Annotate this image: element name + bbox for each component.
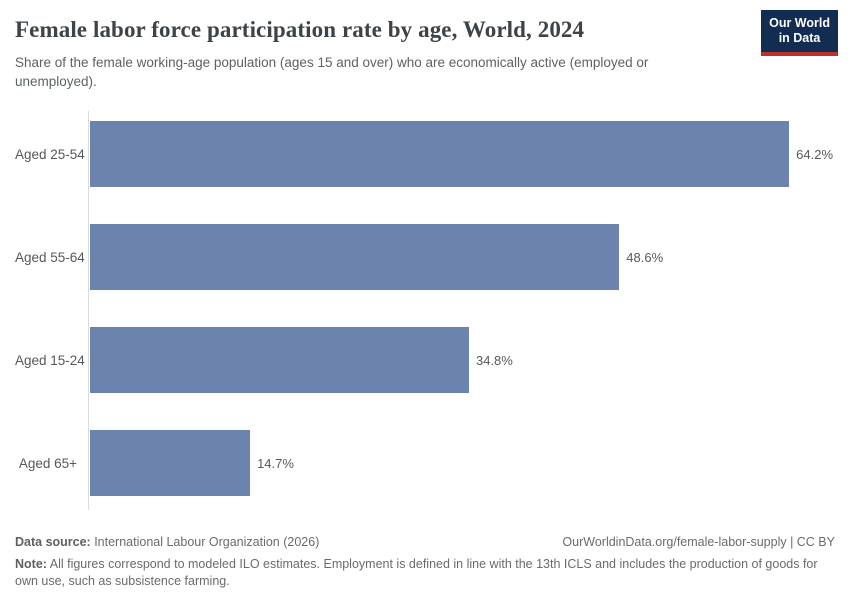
bars-container: Aged 25-54 64.2% Aged 55-64 48.6% Aged 15-24… bbox=[15, 121, 835, 497]
value-label: 64.2% bbox=[796, 146, 834, 162]
note-label: Note: bbox=[15, 556, 47, 571]
bar-row: Aged 65+ 14.7% bbox=[15, 430, 835, 497]
category-label: Aged 15-24 bbox=[15, 352, 85, 368]
bar[interactable] bbox=[90, 327, 469, 394]
data-source-text: International Labour Organization (2026) bbox=[90, 534, 320, 549]
note-text: All figures correspond to modeled ILO es… bbox=[15, 556, 818, 589]
y-axis-line bbox=[88, 111, 89, 511]
chart-footer: Data source: International Labour Organi… bbox=[15, 534, 835, 591]
value-label: 48.6% bbox=[626, 249, 664, 265]
category-label: Aged 55-64 bbox=[15, 249, 85, 265]
bar-row: Aged 25-54 64.2% bbox=[15, 121, 835, 188]
chart-title: Female labor force participation rate by… bbox=[15, 17, 585, 42]
owid-logo-line2: in Data bbox=[778, 31, 821, 46]
category-label: Aged 25-54 bbox=[15, 146, 85, 162]
value-label: 34.8% bbox=[475, 352, 513, 368]
chart-subtitle: Share of the female working-age populati… bbox=[15, 54, 649, 89]
note-row: Note: All figures correspond to modeled … bbox=[15, 556, 835, 592]
data-source-label: Data source: bbox=[15, 534, 91, 549]
owid-logo-line1: Our World bbox=[769, 16, 830, 30]
bar[interactable] bbox=[90, 430, 251, 497]
bar[interactable] bbox=[90, 224, 620, 291]
bar[interactable] bbox=[90, 121, 790, 188]
value-label: 14.7% bbox=[257, 455, 294, 471]
bar-row: Aged 15-24 34.8% bbox=[15, 327, 835, 394]
bar-chart: Aged 25-54 64.2% Aged 55-64 48.6% Aged 15-24… bbox=[15, 111, 835, 511]
bar-row: Aged 55-64 48.6% bbox=[15, 224, 835, 291]
category-label: Aged 65+ bbox=[18, 455, 77, 471]
attribution-link[interactable]: OurWorldinData.org/female-labor-supply |… bbox=[562, 534, 835, 549]
owid-logo[interactable]: Our World in Data bbox=[761, 10, 838, 56]
data-source: Data source: International Labour Organi… bbox=[15, 534, 319, 552]
source-row: Data source: International Labour Organi… bbox=[15, 534, 835, 552]
chart-header: Female labor force participation rate by… bbox=[0, 0, 850, 91]
